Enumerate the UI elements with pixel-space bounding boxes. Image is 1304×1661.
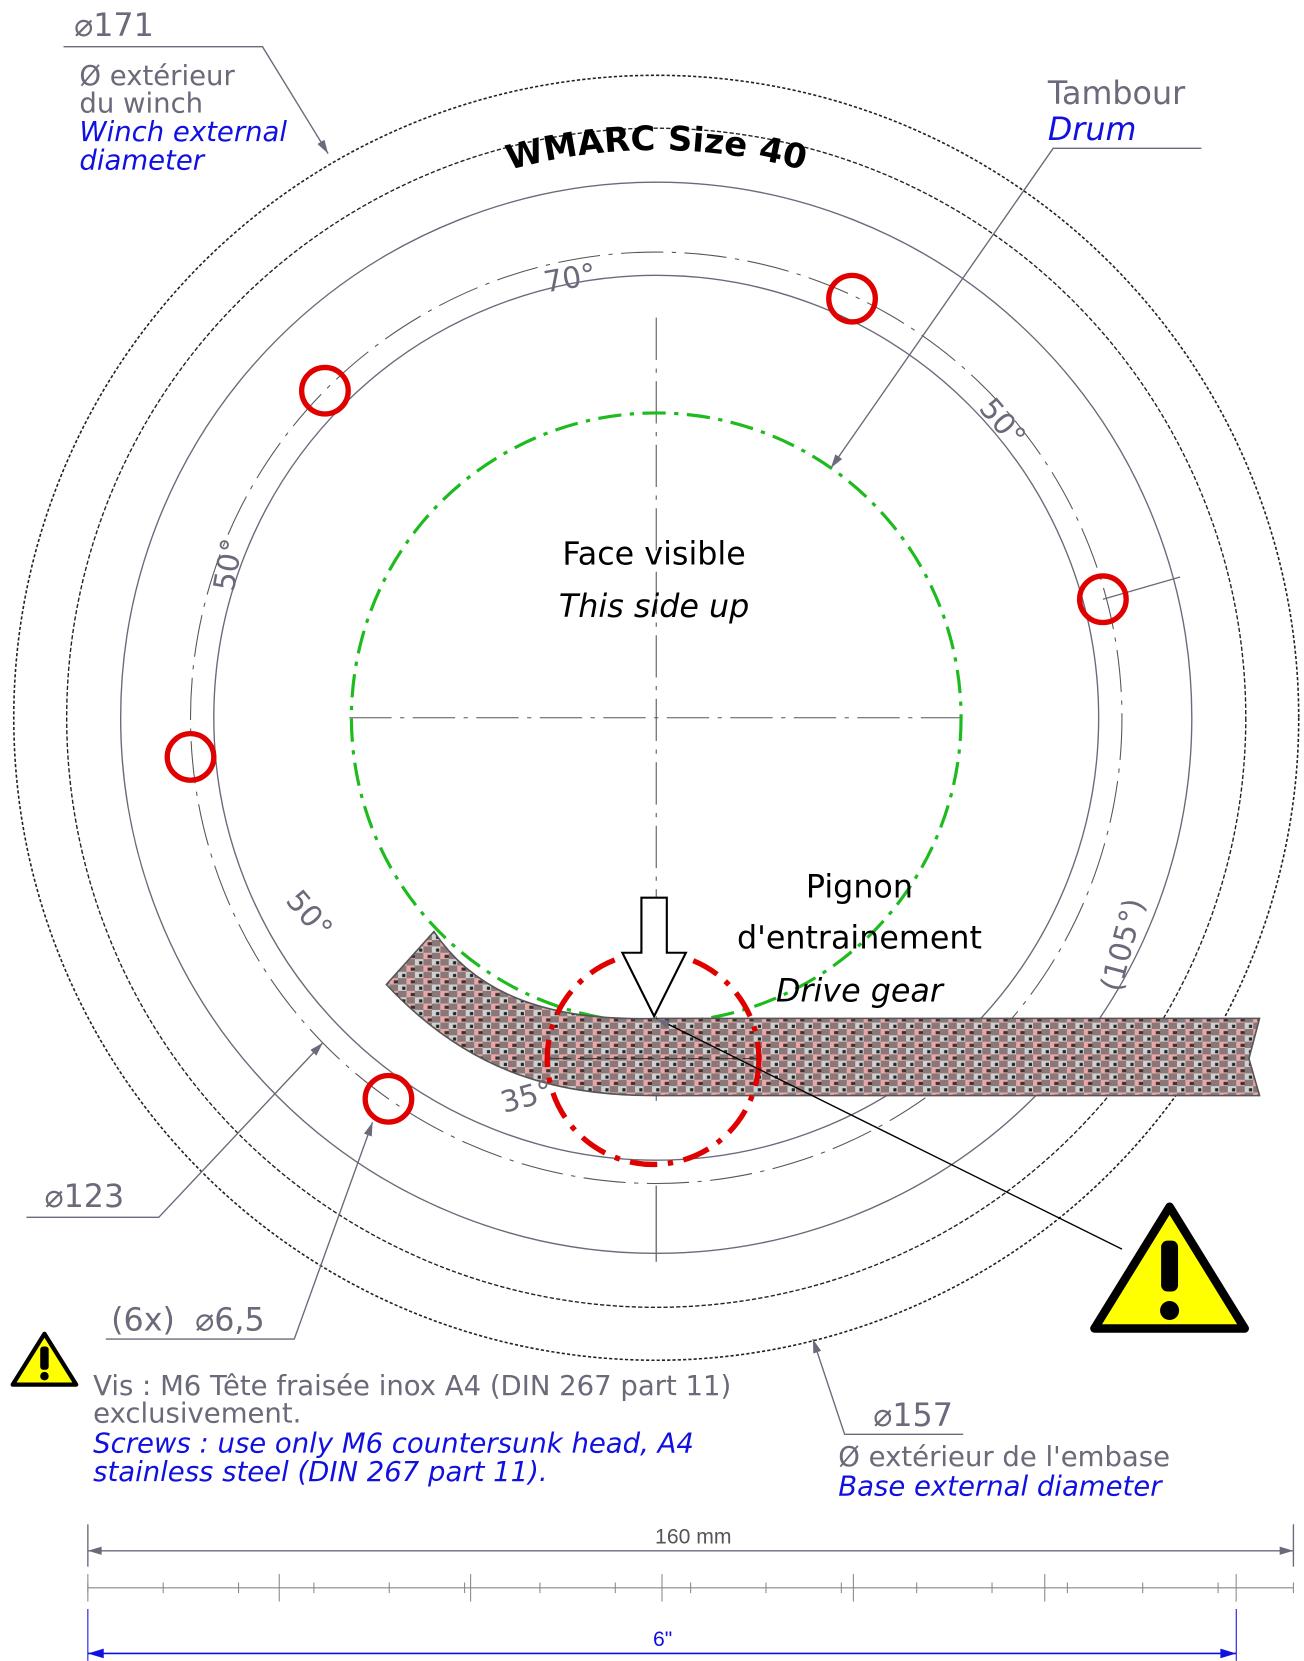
angle-label: 70° [541,256,599,300]
bolt-hole [829,275,876,322]
label: This side up [559,589,749,625]
force-arrow [622,898,686,1017]
title-text: WMARC Size 40 [502,119,811,178]
drawing: ⌀171 Ø extérieur du winch Winch external… [0,0,1304,1661]
scale-label: 6" [653,1628,672,1651]
label: Drive gear [776,973,945,1009]
bolt-hole [1080,576,1127,623]
label: diameter [79,145,205,177]
title: WMARC Size 40 [502,119,811,178]
scale-label: 160 mm [655,1525,731,1548]
page: ⌀171 Ø extérieur du winch Winch external… [0,0,1304,1661]
label: Drum [1048,112,1137,148]
label: Ø extérieur de l'embase [838,1441,1170,1473]
angle-label: 50° [279,883,340,946]
angle-label: (105°) [1093,895,1151,995]
note: Screws : use only M6 countersunk head, A… [93,1427,694,1459]
angle-label: 50° [973,391,1034,454]
dimension-label: ⌀123 [44,1179,124,1215]
angle-label: 50° [206,536,250,594]
warning-small [13,1334,77,1385]
bolt-hole [302,367,349,414]
label: Face visible [562,536,745,572]
dimension-label: ⌀157 [873,1398,953,1434]
note: stainless steel (DIN 267 part 11). [93,1456,547,1488]
bolt-hole [167,734,214,781]
warning-large [1094,1207,1244,1329]
dimension-label: (6x) ⌀6,5 [111,1303,265,1339]
label: du winch [79,87,203,119]
label: Base external diameter [838,1471,1163,1503]
label: d'entrainement [737,921,982,957]
label: Winch external [79,116,287,148]
label: Tambour [1047,76,1186,112]
angle-label: 35° [497,1072,557,1119]
note: exclusivement. [93,1398,301,1430]
label: Pignon [806,870,913,906]
dimension-label: ⌀171 [74,8,154,44]
